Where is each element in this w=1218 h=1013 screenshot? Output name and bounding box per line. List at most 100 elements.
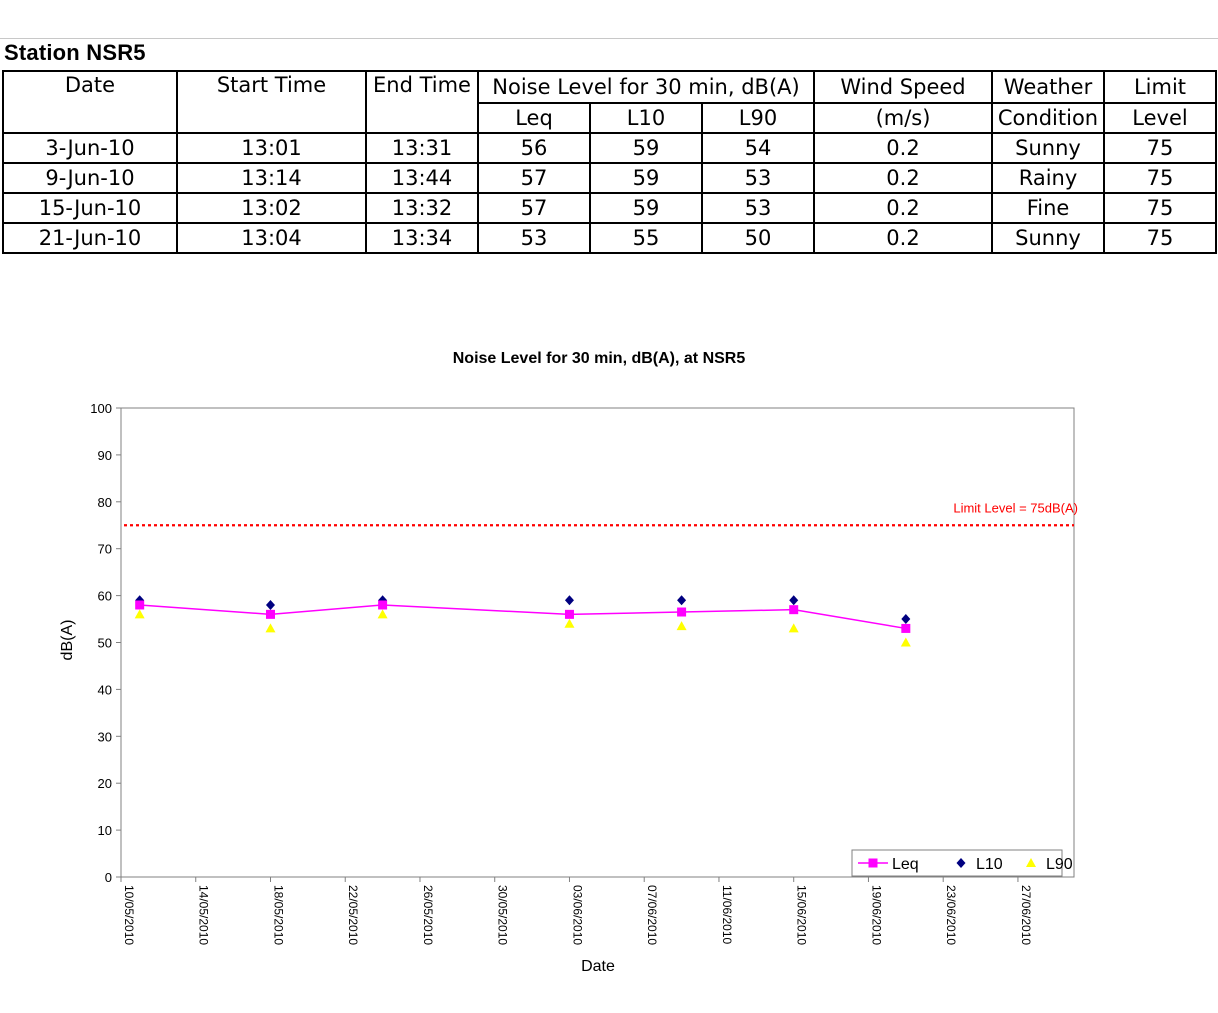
x-tick-label: 18/05/2010 bbox=[271, 885, 285, 945]
header-date: Date bbox=[2, 70, 178, 134]
cell-weather: Rainy bbox=[991, 162, 1105, 194]
cell-wind: 0.2 bbox=[813, 162, 993, 194]
header-weather-condition: Condition bbox=[991, 102, 1105, 134]
y-tick-label: 0 bbox=[105, 870, 112, 885]
x-axis-label: Date bbox=[581, 958, 615, 975]
header-limit: Limit bbox=[1103, 70, 1217, 104]
x-tick-label: 19/06/2010 bbox=[869, 885, 883, 945]
point-l90 bbox=[265, 623, 276, 633]
y-axis: 0 10 20 30 40 50 60 70 80 90 100 bbox=[90, 401, 121, 885]
limit-label: Limit Level = 75dB(A) bbox=[953, 500, 1078, 515]
point-l90 bbox=[564, 618, 575, 628]
table-header-row: Date Start Time End Time Noise Level for… bbox=[2, 70, 1217, 134]
y-tick-label: 30 bbox=[98, 729, 112, 744]
legend-label-leq: Leq bbox=[892, 856, 919, 873]
cell-limit: 75 bbox=[1103, 192, 1217, 224]
x-tick-label: 22/05/2010 bbox=[346, 885, 360, 945]
point-l90 bbox=[134, 609, 145, 619]
x-tick-label: 10/05/2010 bbox=[122, 885, 136, 945]
cell-leq: 57 bbox=[477, 162, 591, 194]
table-row: 9-Jun-10 13:14 13:44 57 59 53 0.2 Rainy … bbox=[2, 162, 1217, 194]
point-leq bbox=[564, 609, 574, 619]
cell-leq: 53 bbox=[477, 222, 591, 254]
x-tick-label: 27/06/2010 bbox=[1019, 885, 1033, 945]
table-row: 15-Jun-10 13:02 13:32 57 59 53 0.2 Fine … bbox=[2, 192, 1217, 224]
point-l90 bbox=[900, 637, 911, 647]
point-l10 bbox=[564, 595, 574, 606]
point-l10 bbox=[378, 595, 388, 606]
cell-limit: 75 bbox=[1103, 162, 1217, 194]
cell-date: 9-Jun-10 bbox=[2, 162, 178, 194]
cell-date: 3-Jun-10 bbox=[2, 132, 178, 164]
y-axis-label: dB(A) bbox=[59, 620, 76, 661]
header-l90: L90 bbox=[701, 102, 815, 134]
limit-line-group: Limit Level = 75dB(A) bbox=[124, 500, 1078, 527]
cell-start-time: 13:01 bbox=[176, 132, 367, 164]
x-tick-label: 14/05/2010 bbox=[197, 885, 211, 945]
cell-wind: 0.2 bbox=[813, 192, 993, 224]
table-subheader-row: Leq L10 L90 (m/s) Condition Level bbox=[3, 102, 1217, 134]
x-tick-label: 15/06/2010 bbox=[795, 885, 809, 945]
legend-marker-l90 bbox=[1026, 858, 1036, 867]
plot-area bbox=[120, 407, 1075, 878]
cell-end-time: 13:34 bbox=[365, 222, 479, 254]
station-title: Station NSR5 bbox=[4, 40, 146, 65]
point-l90 bbox=[377, 609, 388, 619]
y-tick-label: 40 bbox=[98, 682, 112, 697]
cell-date: 21-Jun-10 bbox=[2, 222, 178, 254]
y-tick-label: 70 bbox=[98, 542, 112, 557]
cell-end-time: 13:31 bbox=[365, 132, 479, 164]
cell-date: 15-Jun-10 bbox=[2, 192, 178, 224]
cell-start-time: 13:04 bbox=[176, 222, 367, 254]
cell-start-time: 13:02 bbox=[176, 192, 367, 224]
legend: Leq L10 L90 bbox=[851, 849, 1073, 877]
cell-start-time: 13:14 bbox=[176, 162, 367, 194]
cell-l90: 53 bbox=[701, 162, 815, 194]
y-tick-label: 60 bbox=[98, 589, 112, 604]
point-leq bbox=[677, 607, 687, 617]
noise-table: Date Start Time End Time Noise Level for… bbox=[2, 70, 1217, 254]
header-weather: Weather bbox=[991, 70, 1105, 104]
header-start-time: Start Time bbox=[176, 70, 367, 134]
point-leq bbox=[135, 600, 145, 610]
y-tick-label: 90 bbox=[98, 448, 112, 463]
cell-l10: 59 bbox=[589, 162, 703, 194]
cell-wind: 0.2 bbox=[813, 222, 993, 254]
header-wind-unit: (m/s) bbox=[813, 102, 993, 134]
point-l10 bbox=[789, 595, 799, 606]
point-l10 bbox=[265, 599, 275, 610]
y-tick-label: 50 bbox=[98, 636, 112, 651]
cell-l90: 50 bbox=[701, 222, 815, 254]
y-tick-label: 20 bbox=[98, 776, 112, 791]
x-tick-label: 30/05/2010 bbox=[496, 885, 510, 945]
point-l90 bbox=[676, 621, 687, 631]
header-wind-speed: Wind Speed bbox=[813, 70, 993, 104]
cell-l90: 54 bbox=[701, 132, 815, 164]
point-l10 bbox=[677, 595, 687, 606]
noise-chart-svg: Noise Level for 30 min, dB(A), at NSR5 d… bbox=[59, 350, 1078, 975]
header-leq: Leq bbox=[477, 102, 591, 134]
cell-limit: 75 bbox=[1103, 132, 1217, 164]
cell-wind: 0.2 bbox=[813, 132, 993, 164]
legend-label-l90: L90 bbox=[1046, 856, 1073, 873]
noise-chart: Noise Level for 30 min, dB(A), at NSR5 d… bbox=[0, 330, 1218, 1008]
legend-marker-l10 bbox=[956, 858, 966, 868]
y-tick-label: 10 bbox=[98, 823, 112, 838]
cell-end-time: 13:32 bbox=[365, 192, 479, 224]
cell-l10: 55 bbox=[589, 222, 703, 254]
cell-l90: 53 bbox=[701, 192, 815, 224]
legend-marker-leq bbox=[868, 858, 878, 868]
cell-l10: 59 bbox=[589, 132, 703, 164]
header-noise-level: Noise Level for 30 min, dB(A) bbox=[477, 70, 815, 104]
y-tick-label: 100 bbox=[90, 401, 112, 416]
point-leq bbox=[378, 600, 388, 610]
cell-end-time: 13:44 bbox=[365, 162, 479, 194]
cell-weather: Sunny bbox=[991, 222, 1105, 254]
x-tick-label: 26/05/2010 bbox=[421, 885, 435, 945]
point-l10 bbox=[135, 595, 145, 606]
table-row: 21-Jun-10 13:04 13:34 53 55 50 0.2 Sunny… bbox=[2, 222, 1217, 254]
cell-leq: 56 bbox=[477, 132, 591, 164]
legend-label-l10: L10 bbox=[976, 856, 1003, 873]
table-row: 3-Jun-10 13:01 13:31 56 59 54 0.2 Sunny … bbox=[2, 132, 1217, 164]
x-axis: 10/05/2010 14/05/2010 18/05/2010 22/05/2010… bbox=[120, 877, 1033, 945]
